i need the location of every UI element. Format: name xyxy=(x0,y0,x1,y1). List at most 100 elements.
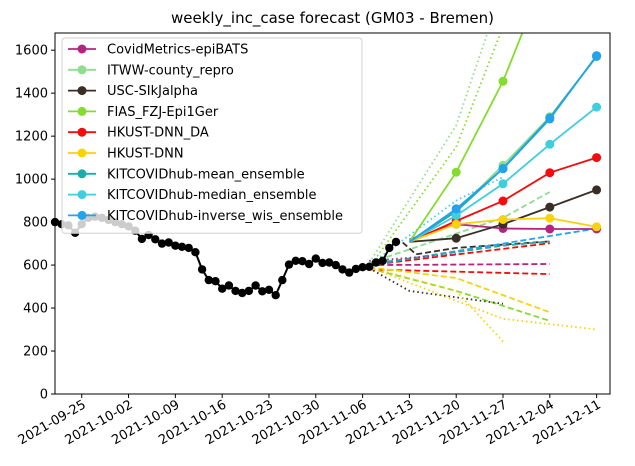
truth-point xyxy=(371,258,381,267)
legend-marker xyxy=(77,190,87,200)
legend-label: FIAS_FZJ-Epi1Ger xyxy=(107,105,219,120)
truth-point xyxy=(204,275,213,285)
legend-item: USC-SIkJalpha xyxy=(68,84,198,99)
legend-marker xyxy=(77,169,87,179)
y-tick-label: 1400 xyxy=(15,87,48,102)
legend-label: KITCOVIDhub-median_ensemble xyxy=(107,188,317,203)
interval-line-9 xyxy=(402,240,550,256)
truth-point xyxy=(231,286,240,296)
legend-label: USC-SIkJalpha xyxy=(107,84,198,99)
series-point xyxy=(545,213,555,223)
truth-point xyxy=(311,254,320,263)
legend-marker xyxy=(77,44,87,54)
series-point xyxy=(545,202,555,212)
interval-line-4 xyxy=(369,267,551,322)
truth-point xyxy=(378,256,387,265)
legend-item: KITCOVIDhub-inverse_wis_ensemble xyxy=(68,209,343,224)
y-tick-label: 0 xyxy=(40,388,48,403)
y-tick-label: 1600 xyxy=(15,44,48,59)
series-3 xyxy=(408,33,524,243)
chart-title: weekly_inc_case forecast (GM03 - Bremen) xyxy=(171,9,494,28)
truth-point xyxy=(304,259,314,269)
truth-point xyxy=(171,241,180,250)
truth-point xyxy=(224,281,234,290)
series-point xyxy=(451,204,461,214)
truth-point xyxy=(151,235,160,244)
truth-point xyxy=(184,243,193,253)
truth-point xyxy=(298,257,307,266)
y-tick-label: 1200 xyxy=(15,130,48,145)
truth-point xyxy=(318,258,327,268)
truth-point xyxy=(358,263,367,272)
truth-point xyxy=(244,286,254,296)
truth-point xyxy=(157,239,167,248)
interval-line-7 xyxy=(369,191,551,264)
y-axis: 0 200 400 600 800 1000 1200 1400 1600 xyxy=(15,44,55,403)
series-point xyxy=(451,219,461,229)
series-5 xyxy=(409,213,602,243)
series-point xyxy=(545,114,555,124)
legend-marker xyxy=(77,127,87,137)
truth-point xyxy=(365,262,374,271)
legend-item: KITCOVIDhub-mean_ensemble xyxy=(68,167,305,182)
truth-point xyxy=(211,277,220,286)
truth-point xyxy=(331,260,340,270)
series-point xyxy=(451,211,461,221)
legend-marker xyxy=(77,210,87,220)
y-tick-label: 200 xyxy=(23,345,48,360)
legend-label: KITCOVIDhub-mean_ensemble xyxy=(107,167,305,182)
truth-point xyxy=(291,256,300,265)
truth-point xyxy=(258,287,267,296)
legend-label: ITWW-county_repro xyxy=(107,63,234,78)
truth-point xyxy=(271,291,280,300)
interval-line-3 xyxy=(369,266,551,314)
legend-item: KITCOVIDhub-median_ensemble xyxy=(68,188,317,203)
truth-point xyxy=(351,264,361,274)
interval-line-14 xyxy=(369,240,550,265)
truth-point xyxy=(197,265,207,274)
legend-marker xyxy=(77,86,87,96)
series-point xyxy=(545,224,555,234)
truth-point xyxy=(191,248,200,257)
truth-point xyxy=(385,243,394,253)
legend-label: HKUST-DNN_DA xyxy=(107,126,209,141)
series-point xyxy=(545,139,555,149)
legend-label: CovidMetrics-epiBATS xyxy=(107,43,248,58)
legend-item: HKUST-DNN xyxy=(68,147,184,162)
interval-line-8 xyxy=(368,267,504,305)
legend-box xyxy=(61,37,363,234)
forecast-series xyxy=(408,33,602,243)
legend-label: HKUST-DNN xyxy=(107,147,184,162)
legend: CovidMetrics-epiBATS ITWW-county_repro USC… xyxy=(61,37,363,234)
legend-marker xyxy=(77,65,87,75)
y-tick-label: 1000 xyxy=(15,173,48,188)
legend-marker xyxy=(77,106,87,116)
truth-point xyxy=(251,281,260,290)
series-point xyxy=(498,76,508,86)
truth-point xyxy=(218,284,227,293)
interval-lines xyxy=(368,33,597,343)
series-point xyxy=(498,179,508,189)
interval-line-11 xyxy=(368,266,597,331)
y-tick-label: 400 xyxy=(23,302,48,317)
interval-line-0 xyxy=(369,263,550,266)
series-line xyxy=(408,33,524,243)
series-point xyxy=(592,153,602,163)
y-tick-label: 800 xyxy=(23,216,48,231)
plot-frame xyxy=(54,32,611,395)
interval-line-5 xyxy=(368,33,502,268)
series-point xyxy=(498,164,508,174)
interval-line-2 xyxy=(369,242,550,266)
truth-point xyxy=(177,242,187,251)
legend-item: ITWW-county_repro xyxy=(68,63,234,78)
truth-point xyxy=(345,268,354,277)
legend-label: KITCOVIDhub-inverse_wis_ensemble xyxy=(107,209,343,224)
truth-point xyxy=(338,265,347,274)
series-point xyxy=(592,51,602,61)
series-point xyxy=(545,168,555,178)
legend-item: HKUST-DNN_DA xyxy=(68,126,209,141)
truth-point xyxy=(238,288,247,298)
truth-point xyxy=(278,275,287,285)
legend-marker xyxy=(77,148,87,158)
